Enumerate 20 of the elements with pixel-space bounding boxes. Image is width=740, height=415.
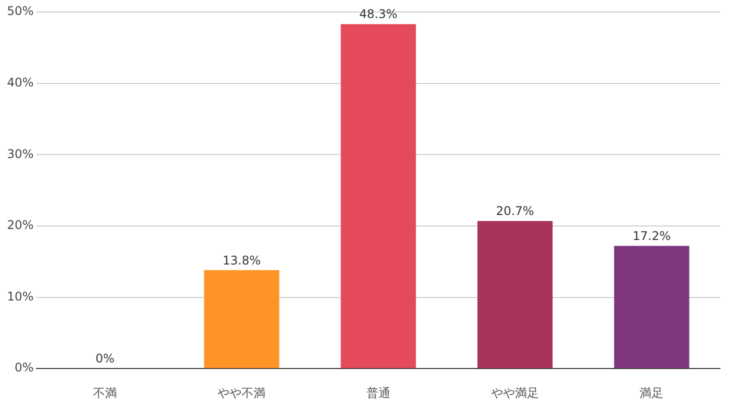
- data-label: 48.3%: [359, 7, 398, 22]
- data-label: 17.2%: [632, 229, 671, 244]
- y-tick-label: 20%: [7, 218, 34, 232]
- data-label: 0%: [95, 352, 115, 366]
- x-tick-label: やや不満: [218, 386, 266, 400]
- x-tick-label: 満足: [640, 386, 664, 400]
- x-tick-label: やや満足: [491, 386, 539, 400]
- bar: [477, 220, 553, 368]
- bar: [340, 24, 416, 368]
- data-label: 20.7%: [496, 204, 534, 218]
- x-tick-label: 不満: [93, 386, 118, 400]
- y-tick-label: 10%: [7, 289, 34, 304]
- bar: [204, 270, 280, 368]
- data-label: 13.8%: [222, 253, 261, 268]
- x-tick-label: 普通: [366, 386, 390, 400]
- y-tick-label: 50%: [7, 4, 34, 18]
- y-tick-label: 0%: [14, 360, 34, 375]
- y-tick-label: 30%: [7, 146, 34, 161]
- bar: [614, 246, 690, 368]
- y-tick-label: 40%: [7, 75, 34, 90]
